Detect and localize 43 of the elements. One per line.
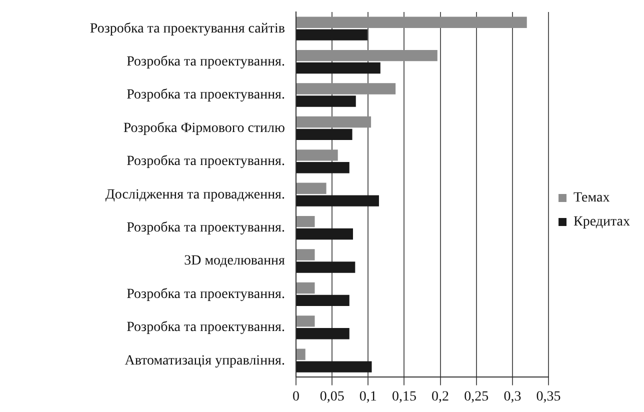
bar	[296, 16, 527, 28]
bar	[296, 62, 380, 74]
x-tick-label: 0,25	[464, 389, 489, 404]
bar	[296, 216, 315, 228]
x-tick-label: 0,35	[536, 389, 561, 404]
x-tick-label: 0,1	[359, 389, 377, 404]
y-tick-label: Розробка та проектування.	[126, 220, 285, 236]
x-tick-label: 0,3	[504, 389, 522, 404]
bar	[296, 83, 396, 94]
bar	[296, 116, 372, 128]
x-tick-label: 0,05	[320, 389, 344, 404]
x-tick-label: 0,2	[432, 389, 450, 404]
bar	[296, 150, 338, 161]
x-tick-label: 0,15	[392, 389, 416, 404]
y-tick-label: Розробка та проектування.	[126, 286, 285, 302]
bar	[296, 195, 379, 206]
bar	[296, 282, 315, 294]
legend-label: Темах	[574, 190, 610, 206]
bar	[296, 262, 356, 273]
y-tick-label: 3D моделювання	[184, 254, 286, 269]
bar	[296, 249, 315, 260]
bar	[296, 228, 353, 240]
bar	[296, 182, 326, 194]
legend-label: Кредитах	[574, 214, 630, 230]
bar	[296, 328, 350, 340]
y-tick-label: Дослідження та провадження.	[105, 187, 285, 202]
bar	[296, 294, 350, 306]
y-tick-label: Автоматизація управління.	[124, 353, 285, 368]
bar	[296, 50, 438, 62]
bar	[296, 348, 306, 360]
y-tick-label: Розробка та проектування.	[126, 320, 285, 336]
bar	[296, 162, 350, 174]
y-tick-label: Розробка та проектування.	[126, 154, 285, 170]
bar	[296, 29, 368, 40]
bar	[296, 128, 352, 140]
y-tick-label: Розробка та проектування.	[126, 54, 285, 70]
y-tick-label: Розробка Фірмового стилю	[123, 120, 285, 136]
bar	[296, 316, 315, 327]
y-tick-label: Розробка та проектування сайтів	[90, 21, 286, 36]
y-tick-label: Розробка та проектування.	[126, 88, 285, 103]
bar	[296, 96, 356, 107]
bar	[296, 361, 372, 372]
x-tick-label: 0	[292, 389, 300, 404]
